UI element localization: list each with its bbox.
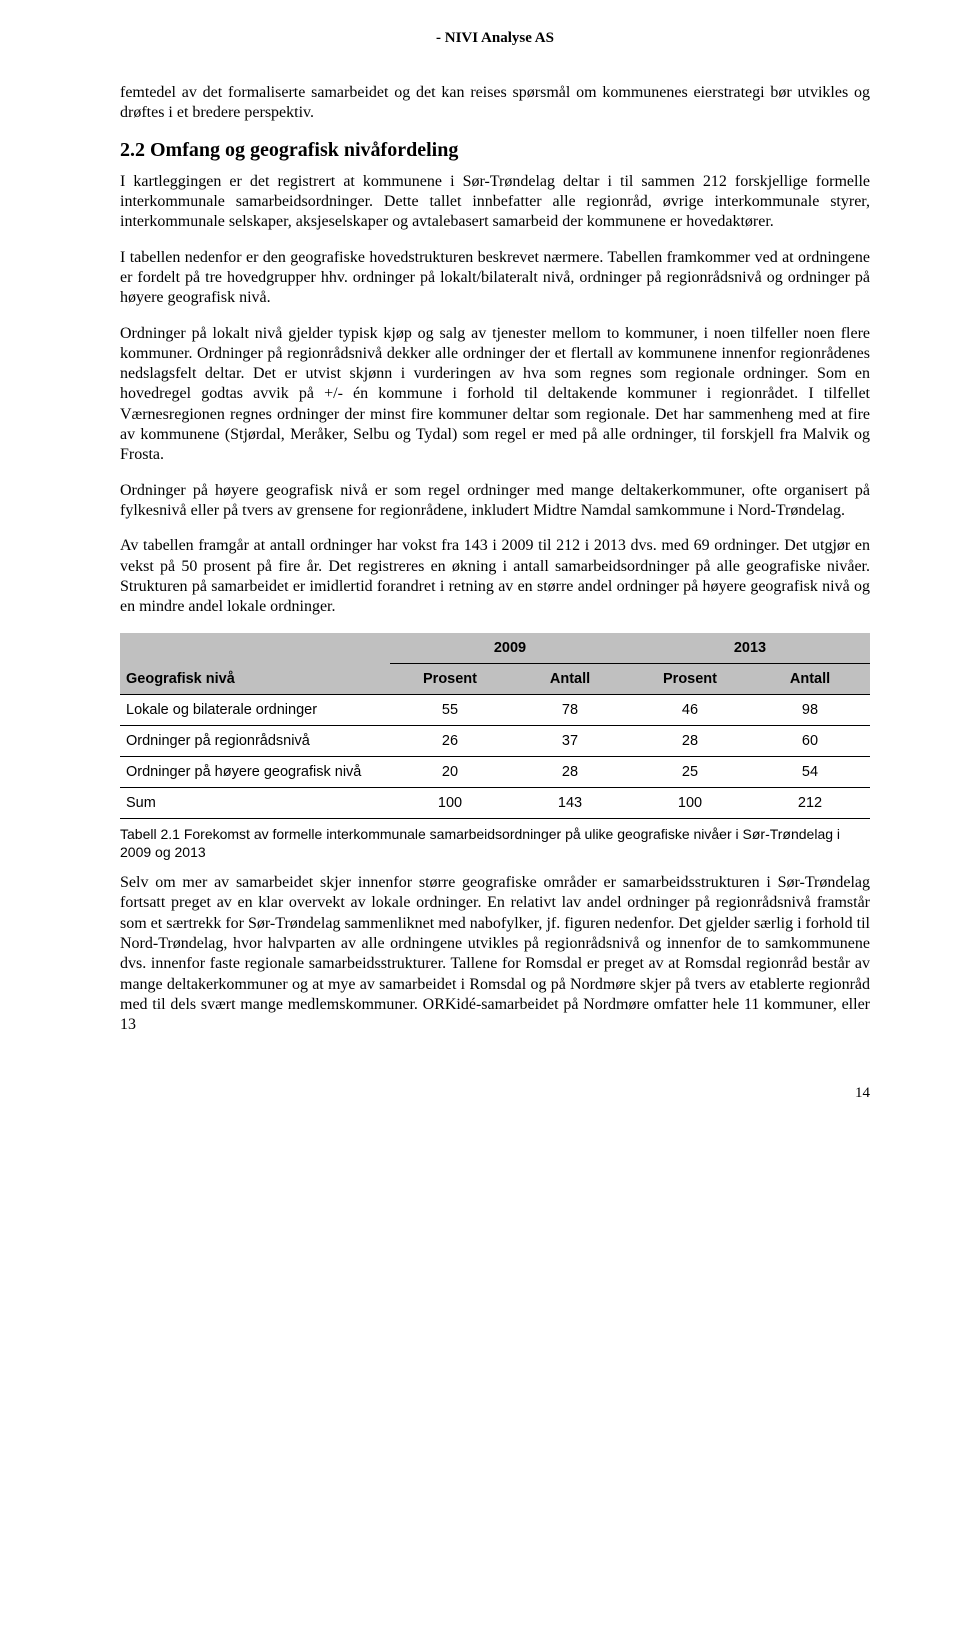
row-prosent-2013: 25	[630, 756, 750, 787]
super-blank	[120, 633, 390, 664]
super-2013: 2013	[630, 633, 870, 664]
super-2009: 2009	[390, 633, 630, 664]
row-antall-2009: 37	[510, 725, 630, 756]
col-prosent-2013: Prosent	[630, 663, 750, 694]
sum-prosent-2009: 100	[390, 787, 510, 818]
table-row: Ordninger på høyere geografisk nivå 20 2…	[120, 756, 870, 787]
sum-prosent-2013: 100	[630, 787, 750, 818]
row-label-sum: Sum	[120, 787, 390, 818]
row-antall-2013: 60	[750, 725, 870, 756]
sum-antall-2009: 143	[510, 787, 630, 818]
row-prosent-2013: 28	[630, 725, 750, 756]
table-super-header-row: 2009 2013	[120, 633, 870, 664]
row-antall-2009: 78	[510, 694, 630, 725]
table-header-row: Geografisk nivå Prosent Antall Prosent A…	[120, 663, 870, 694]
table-caption: Tabell 2.1 Forekomst av formelle interko…	[120, 825, 870, 861]
table-row: Ordninger på regionrådsnivå 26 37 28 60	[120, 725, 870, 756]
paragraph-1: I kartleggingen er det registrert at kom…	[120, 172, 870, 233]
row-prosent-2013: 46	[630, 694, 750, 725]
row-label: Lokale og bilaterale ordninger	[120, 694, 390, 725]
row-antall-2013: 98	[750, 694, 870, 725]
paragraph-5: Av tabellen framgår at antall ordninger …	[120, 536, 870, 617]
row-label: Ordninger på regionrådsnivå	[120, 725, 390, 756]
paragraph-intro: femtedel av det formaliserte samarbeidet…	[120, 83, 870, 124]
page-number: 14	[120, 1085, 870, 1102]
row-prosent-2009: 55	[390, 694, 510, 725]
row-label: Ordninger på høyere geografisk nivå	[120, 756, 390, 787]
sum-antall-2013: 212	[750, 787, 870, 818]
col-prosent-2009: Prosent	[390, 663, 510, 694]
table-sum-row: Sum 100 143 100 212	[120, 787, 870, 818]
document-header: - NIVI Analyse AS	[120, 30, 870, 47]
col-antall-2009: Antall	[510, 663, 630, 694]
paragraph-4: Ordninger på høyere geografisk nivå er s…	[120, 481, 870, 522]
row-prosent-2009: 26	[390, 725, 510, 756]
table-row: Lokale og bilaterale ordninger 55 78 46 …	[120, 694, 870, 725]
row-prosent-2009: 20	[390, 756, 510, 787]
col-label-geografisk-niva: Geografisk nivå	[120, 663, 390, 694]
col-antall-2013: Antall	[750, 663, 870, 694]
section-heading-2-2: 2.2 Omfang og geografisk nivåfordeling	[120, 139, 870, 162]
paragraph-6: Selv om mer av samarbeidet skjer innenfo…	[120, 873, 870, 1036]
paragraph-2: I tabellen nedenfor er den geografiske h…	[120, 248, 870, 309]
page-container: - NIVI Analyse AS femtedel av det formal…	[0, 0, 960, 1132]
row-antall-2013: 54	[750, 756, 870, 787]
paragraph-3: Ordninger på lokalt nivå gjelder typisk …	[120, 324, 870, 466]
row-antall-2009: 28	[510, 756, 630, 787]
geografisk-niva-table: 2009 2013 Geografisk nivå Prosent Antall…	[120, 633, 870, 819]
